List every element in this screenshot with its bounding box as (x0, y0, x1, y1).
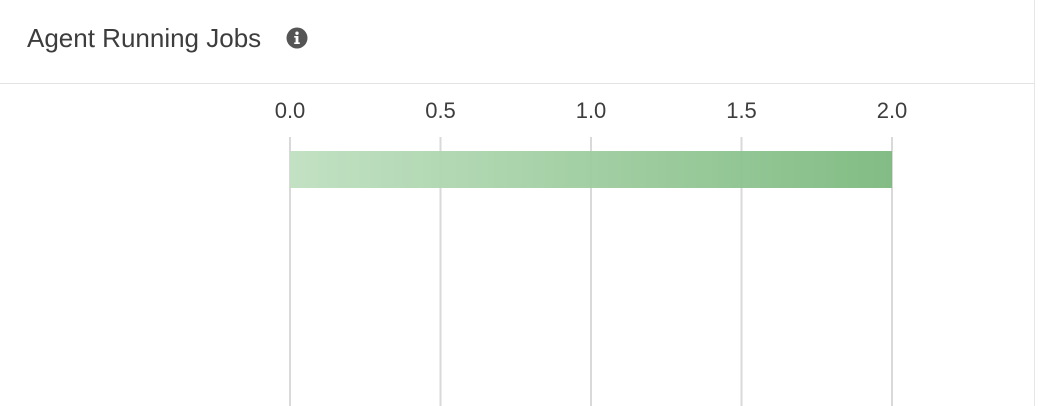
bar-chart: 0.0 0.5 1.0 1.5 2.0 (275, 98, 908, 406)
info-circle-icon[interactable] (286, 27, 308, 49)
scroll-gutter (1036, 0, 1054, 406)
x-tick-label: 0.0 (275, 98, 306, 123)
panel-header: Agent Running Jobs (0, 0, 1035, 84)
x-tick-label: 1.0 (576, 98, 607, 123)
x-tick-label: 1.5 (726, 98, 757, 123)
x-tick-label: 2.0 (877, 98, 908, 123)
panel-title: Agent Running Jobs (27, 23, 262, 53)
x-tick-label: 0.5 (425, 98, 456, 123)
bar-0[interactable] (290, 151, 892, 188)
